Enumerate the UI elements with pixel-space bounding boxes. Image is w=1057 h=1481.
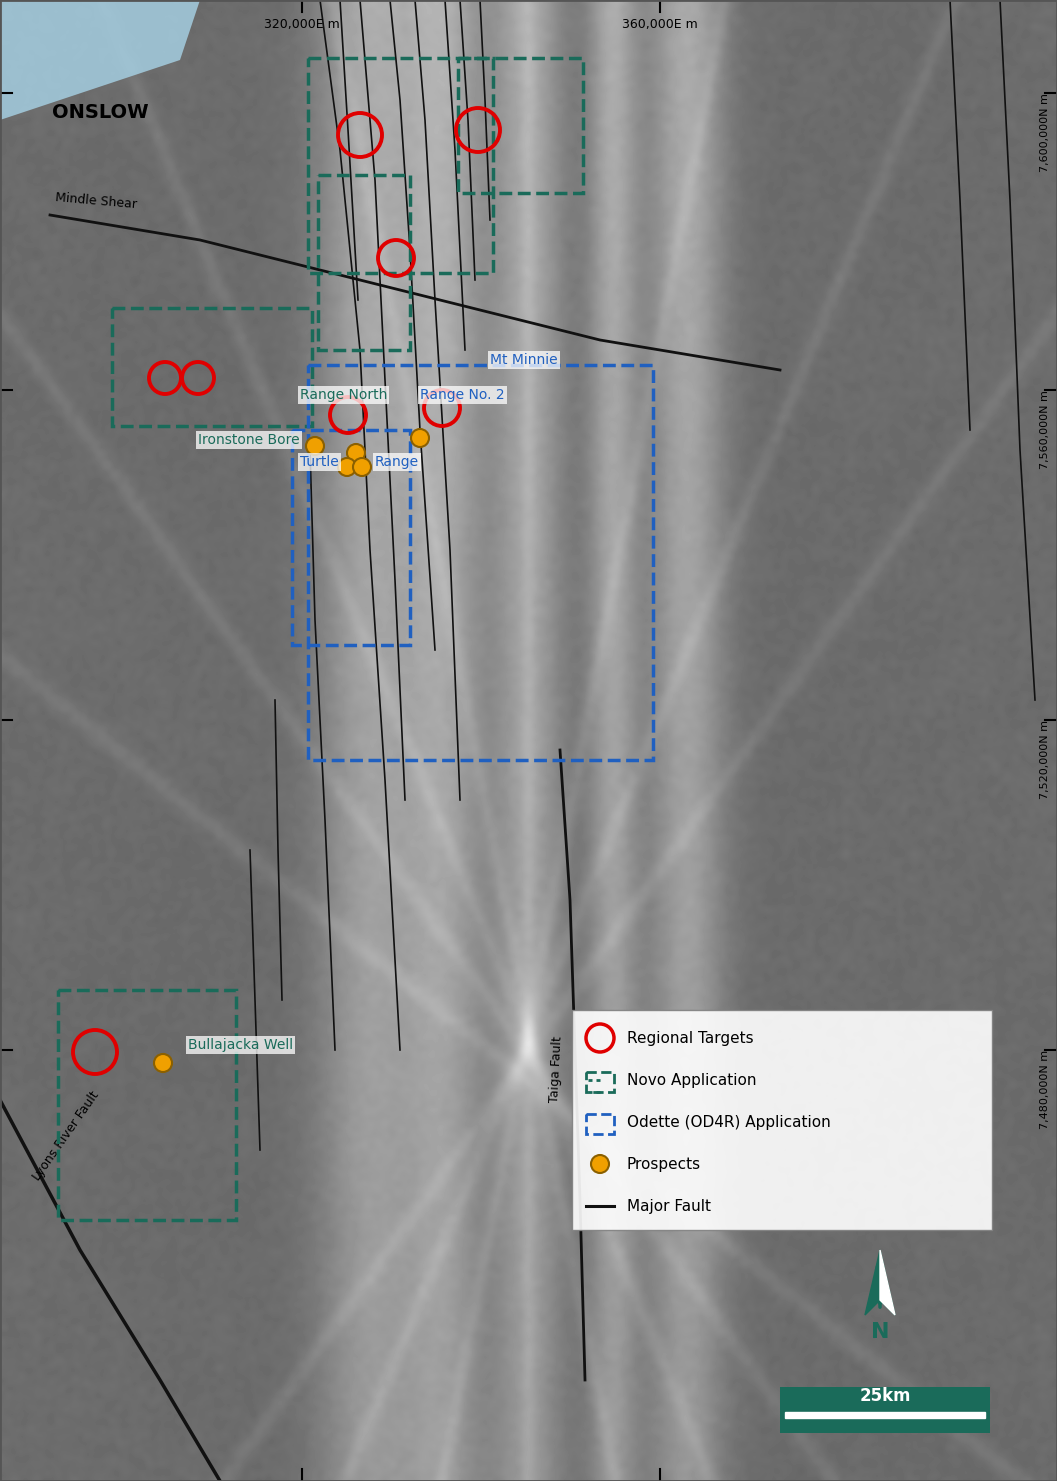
Bar xyxy=(58,989,236,1220)
Polygon shape xyxy=(0,0,200,120)
Text: 7,480,000N m: 7,480,000N m xyxy=(1040,1050,1050,1129)
Text: Bullajacka Well: Bullajacka Well xyxy=(188,1038,293,1052)
Text: 360,000E m: 360,000E m xyxy=(623,18,698,31)
Text: 7,560,000N m: 7,560,000N m xyxy=(1040,390,1050,469)
Text: Turtle: Turtle xyxy=(300,455,338,469)
Bar xyxy=(112,308,312,427)
Text: Regional Targets: Regional Targets xyxy=(627,1031,754,1046)
Circle shape xyxy=(347,444,365,462)
Text: Range North: Range North xyxy=(300,388,387,401)
Circle shape xyxy=(411,429,429,447)
Text: Range: Range xyxy=(375,455,420,469)
Circle shape xyxy=(591,1155,609,1173)
Text: 25km: 25km xyxy=(859,1388,911,1405)
Polygon shape xyxy=(785,1411,985,1417)
Bar xyxy=(308,364,653,760)
Text: Range No. 2: Range No. 2 xyxy=(420,388,504,401)
Circle shape xyxy=(154,1054,172,1072)
Text: Prospects: Prospects xyxy=(627,1157,701,1171)
Bar xyxy=(458,58,583,193)
Text: Lyons River Fault: Lyons River Fault xyxy=(30,1089,101,1183)
Text: 7,600,000N m: 7,600,000N m xyxy=(1040,93,1050,172)
Polygon shape xyxy=(865,1250,895,1315)
Polygon shape xyxy=(880,1250,895,1315)
Bar xyxy=(308,58,493,273)
Text: Mt Minnie: Mt Minnie xyxy=(490,352,558,367)
Text: Major Fault: Major Fault xyxy=(627,1198,711,1213)
Bar xyxy=(292,429,410,646)
Bar xyxy=(586,1072,614,1091)
Circle shape xyxy=(338,458,356,475)
Text: 7,520,000N m: 7,520,000N m xyxy=(1040,720,1050,800)
Text: 320,000E m: 320,000E m xyxy=(264,18,340,31)
Bar xyxy=(780,1388,990,1434)
Text: Ironstone Bore: Ironstone Bore xyxy=(198,432,299,447)
Bar xyxy=(318,175,410,350)
Text: N: N xyxy=(871,1323,889,1342)
Text: Mindle Shear: Mindle Shear xyxy=(55,191,137,210)
Text: ONSLOW: ONSLOW xyxy=(52,104,149,121)
Bar xyxy=(586,1114,614,1134)
Circle shape xyxy=(305,437,324,455)
Text: Novo Application: Novo Application xyxy=(627,1072,757,1087)
Text: Taiga Fault: Taiga Fault xyxy=(548,1035,564,1103)
Bar xyxy=(572,1010,993,1231)
Circle shape xyxy=(353,458,371,475)
Text: Odette (OD4R) Application: Odette (OD4R) Application xyxy=(627,1115,831,1130)
